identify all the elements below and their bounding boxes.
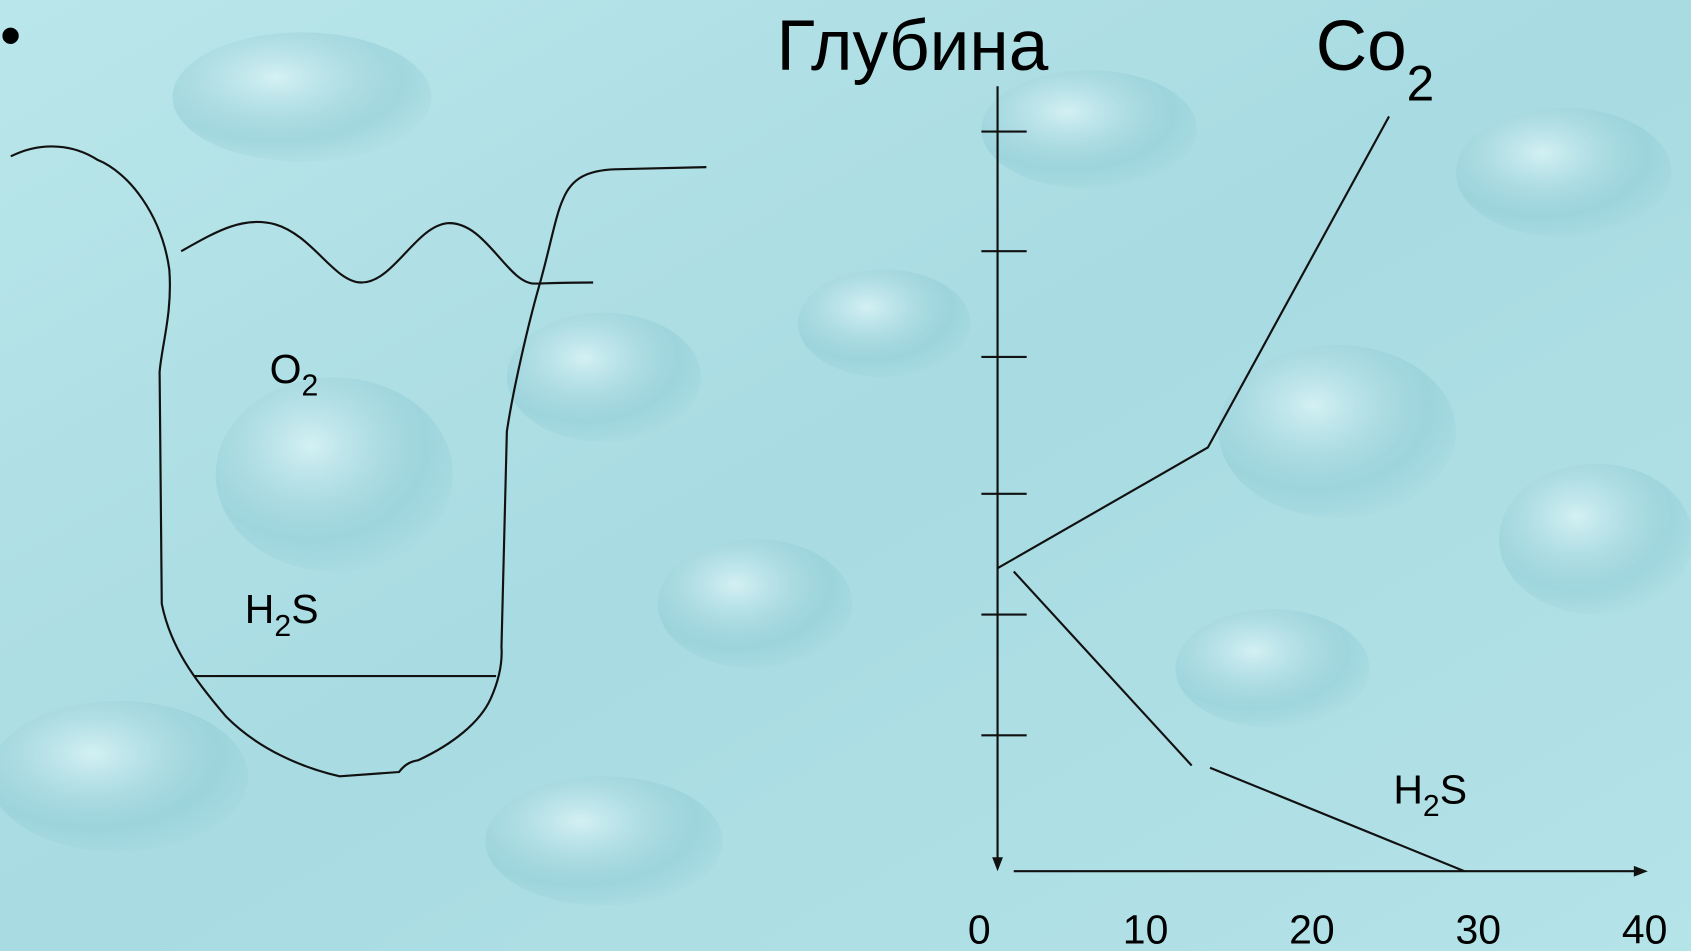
water-surface xyxy=(180,220,594,285)
x-tick-label: 40 xyxy=(1622,906,1668,951)
x-arrow xyxy=(1633,865,1648,877)
h2s-label: H2S xyxy=(245,586,319,643)
graph-h2s-pre: H xyxy=(1393,766,1423,812)
h2s-line-lower xyxy=(1209,766,1465,873)
co2-text: Co xyxy=(1316,7,1407,86)
h2s-sub: 2 xyxy=(274,610,291,643)
vessel: O2 H2S xyxy=(10,145,707,778)
x-tick-label: 0 xyxy=(968,906,991,951)
graph: H2S 0 10 20 30 40 xyxy=(968,86,1668,951)
x-tick-label: 30 xyxy=(1455,906,1501,951)
x-tick-label: 10 xyxy=(1123,906,1169,951)
co2-label: Co2 xyxy=(1316,7,1435,111)
graph-h2s-sub: 2 xyxy=(1423,790,1440,823)
vessel-outline xyxy=(10,145,707,778)
o2-label: O2 xyxy=(270,346,319,403)
depth-ticks xyxy=(981,130,1027,737)
x-tick-label: 20 xyxy=(1289,906,1335,951)
co2-sub: 2 xyxy=(1407,55,1435,111)
graph-h2s-label: H2S xyxy=(1393,766,1467,823)
bullet: • xyxy=(0,1,21,69)
x-tick-labels: 0 10 20 30 40 xyxy=(968,906,1668,951)
title: Глубина xyxy=(776,7,1048,86)
h2s-pre: H xyxy=(245,586,275,632)
h2s-post: S xyxy=(291,586,318,632)
graph-h2s-post: S xyxy=(1440,766,1467,812)
h2s-line-upper xyxy=(1012,570,1193,767)
o2-sub: 2 xyxy=(301,370,318,403)
depth-arrow xyxy=(992,857,1003,872)
o2-text: O xyxy=(270,346,302,392)
co2-line xyxy=(997,115,1390,570)
